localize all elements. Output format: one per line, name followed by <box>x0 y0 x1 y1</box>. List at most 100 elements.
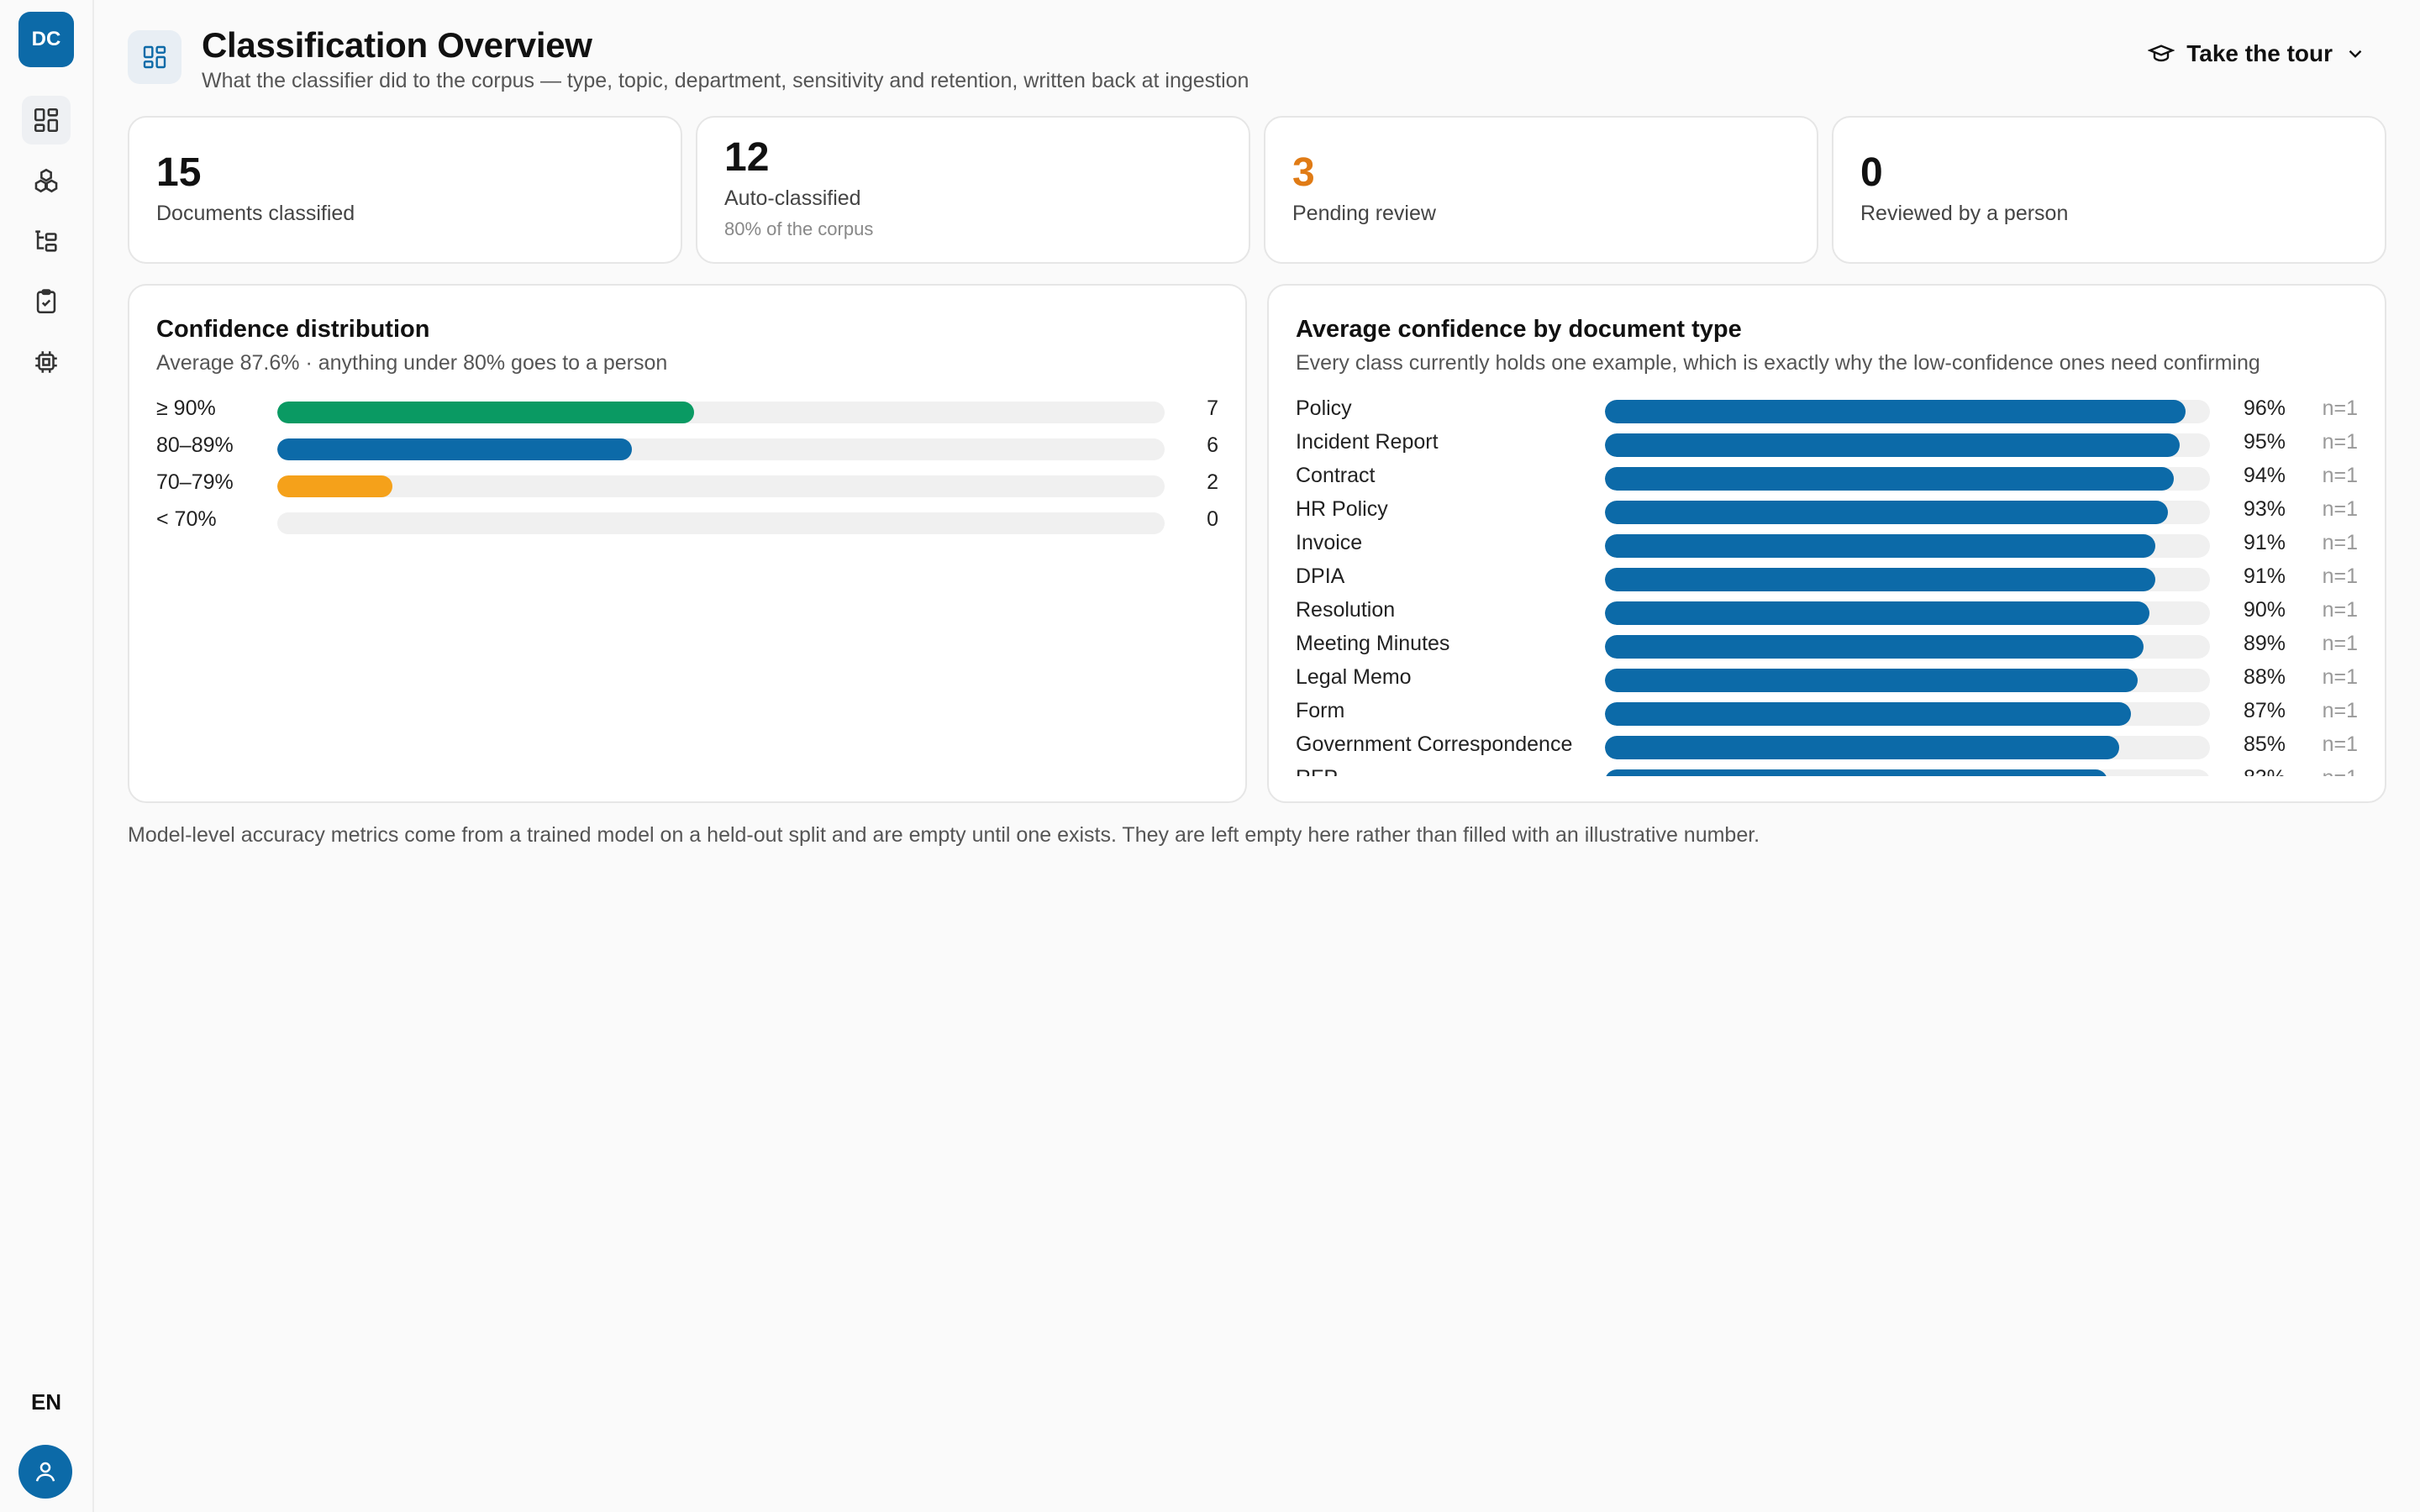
doc-type-bar-track <box>1605 467 2210 491</box>
stat-label: Documents classified <box>156 202 355 225</box>
doc-type-bar <box>1605 702 2132 726</box>
confidence-bucket-label: ≥ 90% <box>156 396 216 420</box>
stat-value: 3 <box>1292 150 1315 195</box>
doc-type-row: Policy 96% n=1 <box>1296 391 2358 425</box>
doc-type-bar-track <box>1605 534 2210 558</box>
doc-type-bar <box>1605 400 2186 423</box>
doc-type-bar <box>1605 501 2168 524</box>
doc-type-count: n=1 <box>2322 699 2358 722</box>
user-icon <box>35 1462 55 1482</box>
stat-card-pending-review: 3 Pending review <box>1264 116 1818 264</box>
doc-type-percent: 95% <box>2244 430 2286 454</box>
doc-type-percent: 94% <box>2244 464 2286 487</box>
doc-type-bar-track <box>1605 702 2210 726</box>
accuracy-footnote: Model-level accuracy metrics come from a… <box>128 823 1760 847</box>
doc-type-bar <box>1605 601 2149 625</box>
confidence-bucket-label: < 70% <box>156 507 217 531</box>
doc-type-list[interactable]: Policy 96% n=1 Incident Report 95% n=1 Contrac… <box>1296 391 2358 776</box>
doc-type-bar-track <box>1605 501 2210 524</box>
confidence-count: 6 <box>1207 433 1218 457</box>
doc-type-label: Invoice <box>1296 531 1363 554</box>
confidence-bar <box>277 438 633 460</box>
stat-label: Auto-classified <box>724 186 861 210</box>
doc-type-label: Resolution <box>1296 598 1396 622</box>
doc-type-row: Government Correspondence 85% n=1 <box>1296 727 2358 761</box>
doc-type-count: n=1 <box>2322 464 2358 487</box>
stat-note: 80% of the corpus <box>724 218 874 239</box>
doc-type-bar-track <box>1605 568 2210 591</box>
language-switch[interactable]: EN <box>30 1389 62 1415</box>
nav-taxonomy-icon[interactable] <box>22 156 71 205</box>
stat-value: 0 <box>1860 150 1883 195</box>
doc-type-row: RFP 83% n=1 <box>1296 761 2358 776</box>
confidence-row: < 70% 0 <box>156 502 1218 536</box>
doc-type-row: HR Policy 93% n=1 <box>1296 492 2358 526</box>
boxes-icon <box>34 168 58 193</box>
doc-type-bar <box>1605 669 2138 692</box>
tree-icon <box>35 230 57 252</box>
clipboard-check-icon <box>36 289 56 314</box>
doc-type-bar-track <box>1605 400 2210 423</box>
confidence-row: 80–89% 6 <box>156 428 1218 462</box>
confidence-row: ≥ 90% 7 <box>156 391 1218 425</box>
take-tour-label: Take the tour <box>2186 40 2333 66</box>
confidence-bucket-label: 80–89% <box>156 433 234 457</box>
doc-type-count: n=1 <box>2322 396 2358 420</box>
doc-type-percent: 88% <box>2244 665 2286 689</box>
chevron-down-icon <box>2349 50 2362 58</box>
confidence-bar-track <box>277 512 1165 534</box>
doc-type-label: RFP <box>1296 766 1338 776</box>
stat-value: 15 <box>156 150 202 195</box>
doc-type-percent: 89% <box>2244 632 2286 655</box>
dashboard-icon <box>143 45 166 69</box>
confidence-count: 2 <box>1207 470 1218 494</box>
doc-type-bar <box>1605 736 2119 759</box>
doc-type-percent: 87% <box>2244 699 2286 722</box>
doc-type-percent: 90% <box>2244 598 2286 622</box>
doc-type-bar-track <box>1605 669 2210 692</box>
cpu-icon <box>35 351 57 373</box>
confidence-count: 0 <box>1207 507 1218 531</box>
doc-type-label: Meeting Minutes <box>1296 632 1450 655</box>
doc-type-count: n=1 <box>2322 665 2358 689</box>
doc-type-row: Meeting Minutes 89% n=1 <box>1296 627 2358 660</box>
doc-type-row: DPIA 91% n=1 <box>1296 559 2358 593</box>
user-avatar[interactable] <box>18 1445 72 1499</box>
graduation-cap-icon <box>2148 45 2175 62</box>
stat-card-reviewed-by-person: 0 Reviewed by a person <box>1832 116 2386 264</box>
doc-type-row: Invoice 91% n=1 <box>1296 526 2358 559</box>
take-tour-button[interactable]: Take the tour <box>2148 34 2366 74</box>
doc-type-label: Policy <box>1296 396 1352 420</box>
doc-type-count: n=1 <box>2322 531 2358 554</box>
doc-type-row: Form 87% n=1 <box>1296 694 2358 727</box>
app-logo[interactable]: DC <box>18 12 74 67</box>
doc-type-bar <box>1605 635 2144 659</box>
doc-type-bar <box>1605 433 2180 457</box>
doc-type-count: n=1 <box>2322 430 2358 454</box>
sidebar: DC EN <box>0 0 94 1512</box>
nav-structure-icon[interactable] <box>22 217 71 265</box>
doc-type-confidence-panel: Average confidence by document type Ever… <box>1267 284 2386 803</box>
doc-type-count: n=1 <box>2323 766 2358 776</box>
confidence-bar <box>277 475 393 497</box>
doc-type-count: n=1 <box>2322 598 2358 622</box>
stat-label: Reviewed by a person <box>1860 202 2069 225</box>
page-subtitle: What the classifier did to the corpus — … <box>202 69 1249 92</box>
stat-card-auto-classified: 12 Auto-classified 80% of the corpus <box>696 116 1250 264</box>
doc-type-label: DPIA <box>1296 564 1345 588</box>
doc-type-bar <box>1605 467 2174 491</box>
doc-type-row: Contract 94% n=1 <box>1296 459 2358 492</box>
doc-type-label: HR Policy <box>1296 497 1388 521</box>
page-title: Classification Overview <box>202 25 592 65</box>
panel-title: Average confidence by document type <box>1296 316 1742 343</box>
doc-type-percent: 83% <box>2244 766 2286 776</box>
doc-type-label: Form <box>1296 699 1345 722</box>
nav-review-icon[interactable] <box>22 277 71 326</box>
doc-type-label: Government Correspondence <box>1296 732 1573 756</box>
nav-overview-icon[interactable] <box>22 96 71 144</box>
doc-type-bar-track <box>1605 769 2210 776</box>
doc-type-bar-track <box>1605 635 2210 659</box>
doc-type-row: Incident Report 95% n=1 <box>1296 425 2358 459</box>
nav-model-icon[interactable] <box>22 338 71 386</box>
doc-type-bar <box>1605 769 2107 776</box>
